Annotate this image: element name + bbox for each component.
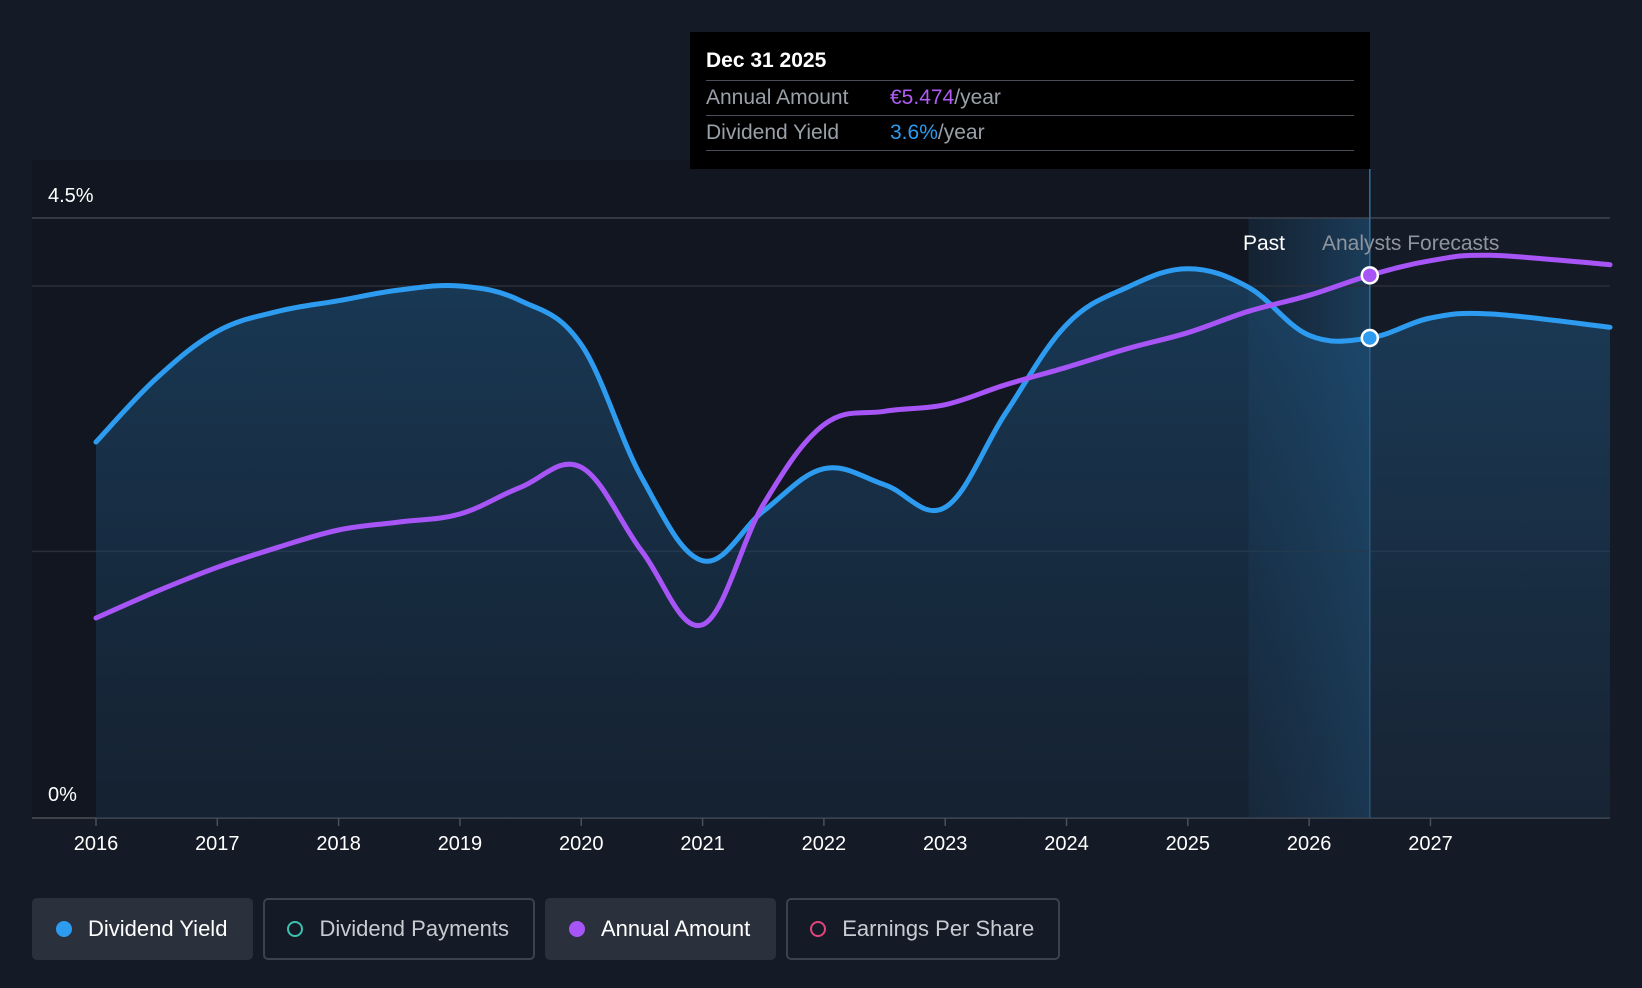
annual-amount-line — [93, 252, 1613, 629]
legend-label-dividend-payments: Dividend Payments — [319, 916, 509, 941]
past-region-label: Past — [1243, 232, 1285, 255]
legend-annual-amount[interactable]: Annual Amount — [544, 898, 777, 960]
legend-dot-dividend-payments — [287, 921, 304, 937]
x-tick-label: 2019 — [438, 833, 483, 855]
series-layer — [93, 252, 1613, 818]
x-tick-label: 2020 — [559, 833, 604, 855]
x-tick-label: 2026 — [1287, 833, 1332, 855]
x-tick-label: 2021 — [680, 833, 725, 855]
dividend-yield-marker — [1360, 328, 1380, 348]
tooltip-yield-label: Dividend Yield — [706, 121, 840, 144]
y-tick-label-bottom: 0% — [48, 784, 77, 806]
tooltip-annual-label: Annual Amount — [706, 86, 849, 109]
x-tick-label: 2025 — [1166, 833, 1211, 855]
y-tick-label-top: 4.5% — [48, 185, 94, 207]
annual-amount-marker — [1360, 266, 1380, 285]
x-tick-label: 2027 — [1408, 833, 1453, 855]
tooltip-markers — [1360, 266, 1380, 348]
tooltip-date: Dec 31 2025 — [706, 46, 1354, 81]
legend-earnings-per-share[interactable]: Earnings Per Share — [786, 898, 1061, 960]
x-tick-label: 2022 — [802, 833, 847, 855]
dividend-yield-line — [93, 266, 1613, 564]
legend-dividend-payments[interactable]: Dividend Payments — [263, 898, 535, 960]
legend-dot-dividend-yield — [56, 921, 72, 937]
legend-dot-earnings-per-share — [810, 921, 827, 937]
chart-legend: Dividend Yield Dividend Payments Annual … — [32, 898, 1061, 960]
x-tick-label: 2018 — [316, 833, 361, 855]
legend-label-earnings-per-share: Earnings Per Share — [842, 916, 1035, 941]
x-axis: 2016 2017 2018 2019 2020 2021 2022 2023 2024 2025… — [74, 818, 1453, 855]
tooltip-annual-value: €5.474 — [890, 86, 955, 109]
legend-label-annual-amount: Annual Amount — [600, 916, 751, 941]
legend-dividend-yield[interactable]: Dividend Yield — [32, 898, 254, 960]
forecast-region-label: Analysts Forecasts — [1322, 232, 1499, 255]
tooltip-yield-unit: /year — [937, 121, 985, 144]
x-tick-label: 2023 — [923, 833, 968, 855]
x-tick-label: 2016 — [74, 833, 119, 855]
tooltip-row-annual: Annual Amount €5.474 /year — [706, 81, 1354, 116]
x-tick-label: 2024 — [1044, 833, 1089, 855]
tooltip-yield-value: 3.6% — [890, 121, 938, 144]
x-tick-label: 2017 — [195, 833, 240, 855]
tooltip-row-yield: Dividend Yield 3.6% /year — [706, 116, 1354, 151]
tooltip-annual-unit: /year — [954, 86, 1001, 109]
dividend-yield-area — [96, 268, 1610, 818]
legend-label-dividend-yield: Dividend Yield — [88, 916, 228, 941]
chart-tooltip: Dec 31 2025 Annual Amount €5.474 /year D… — [690, 32, 1370, 169]
legend-dot-annual-amount — [568, 921, 585, 937]
